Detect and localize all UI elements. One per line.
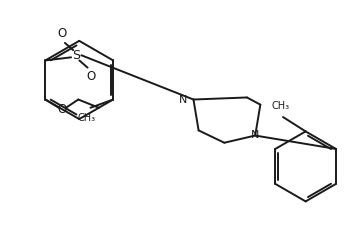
- Text: N: N: [251, 130, 259, 140]
- Text: O: O: [57, 27, 67, 40]
- Text: O: O: [86, 70, 95, 83]
- Text: CH₃: CH₃: [272, 101, 290, 111]
- Text: N: N: [179, 95, 187, 105]
- Text: S: S: [72, 49, 80, 62]
- Text: O: O: [57, 103, 67, 116]
- Text: CH₃: CH₃: [77, 113, 96, 123]
